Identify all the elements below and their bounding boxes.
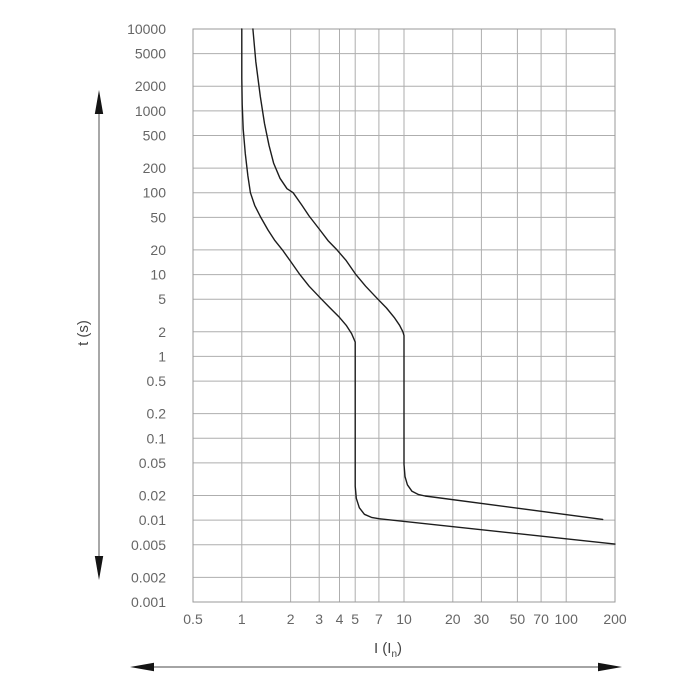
x-axis-title: I (In) bbox=[338, 640, 438, 660]
y-tick-label: 1 bbox=[158, 348, 166, 364]
arrowhead-right-icon bbox=[598, 662, 622, 672]
x-tick-label: 100 bbox=[555, 611, 579, 627]
y-tick-label: 10 bbox=[150, 267, 166, 283]
y-tick-label: 5 bbox=[158, 291, 166, 307]
y-tick-label: 5000 bbox=[135, 46, 166, 62]
y-tick-label: 0.02 bbox=[139, 488, 166, 504]
arrowhead-up-icon bbox=[94, 90, 104, 114]
x-axis-title-sub: n bbox=[391, 649, 398, 660]
y-tick-label: 0.5 bbox=[147, 373, 167, 389]
y-tick-label: 100 bbox=[143, 185, 167, 201]
y-tick-label: 2 bbox=[158, 324, 166, 340]
x-tick-label: 7 bbox=[375, 611, 383, 627]
x-tick-label: 0.5 bbox=[183, 611, 203, 627]
x-tick-label: 50 bbox=[510, 611, 526, 627]
x-axis-title-pre: I (I bbox=[373, 640, 392, 657]
y-tick-label: 0.1 bbox=[147, 430, 167, 446]
plot-border bbox=[192, 28, 616, 603]
arrowhead-down-icon bbox=[94, 556, 104, 580]
y-tick-label: 0.01 bbox=[139, 512, 166, 528]
x-tick-label: 30 bbox=[474, 611, 490, 627]
x-tick-label: 70 bbox=[533, 611, 549, 627]
y-tick-label: 0.005 bbox=[131, 537, 166, 553]
x-tick-label: 2 bbox=[287, 611, 295, 627]
y-tick-label: 1000 bbox=[135, 103, 166, 119]
y-axis-range-arrow bbox=[94, 90, 104, 580]
y-tick-label: 50 bbox=[150, 209, 166, 225]
y-tick-label: 500 bbox=[143, 128, 167, 144]
y-tick-label: 0.05 bbox=[139, 455, 166, 471]
y-tick-label: 2000 bbox=[135, 78, 166, 94]
x-axis-range-arrow bbox=[130, 662, 622, 672]
x-tick-label: 20 bbox=[445, 611, 461, 627]
x-axis-title-post: ) bbox=[397, 640, 403, 657]
x-tick-label: 200 bbox=[603, 611, 627, 627]
x-tick-label: 10 bbox=[396, 611, 412, 627]
y-tick-label: 0.2 bbox=[147, 406, 167, 422]
y-tick-label: 10000 bbox=[127, 21, 166, 37]
x-tick-label: 5 bbox=[351, 611, 359, 627]
x-tick-label: 4 bbox=[336, 611, 344, 627]
curve-lower-tripping-limit bbox=[241, 28, 616, 545]
curve-upper-tripping-limit bbox=[252, 28, 604, 521]
y-tick-label: 200 bbox=[143, 160, 167, 176]
y-tick-label: 20 bbox=[150, 242, 166, 258]
y-tick-label: 0.001 bbox=[131, 594, 166, 610]
x-tick-label: 3 bbox=[315, 611, 323, 627]
arrowhead-left-icon bbox=[130, 662, 154, 672]
x-tick-label: 1 bbox=[238, 611, 246, 627]
y-tick-label: 0.002 bbox=[131, 569, 166, 585]
